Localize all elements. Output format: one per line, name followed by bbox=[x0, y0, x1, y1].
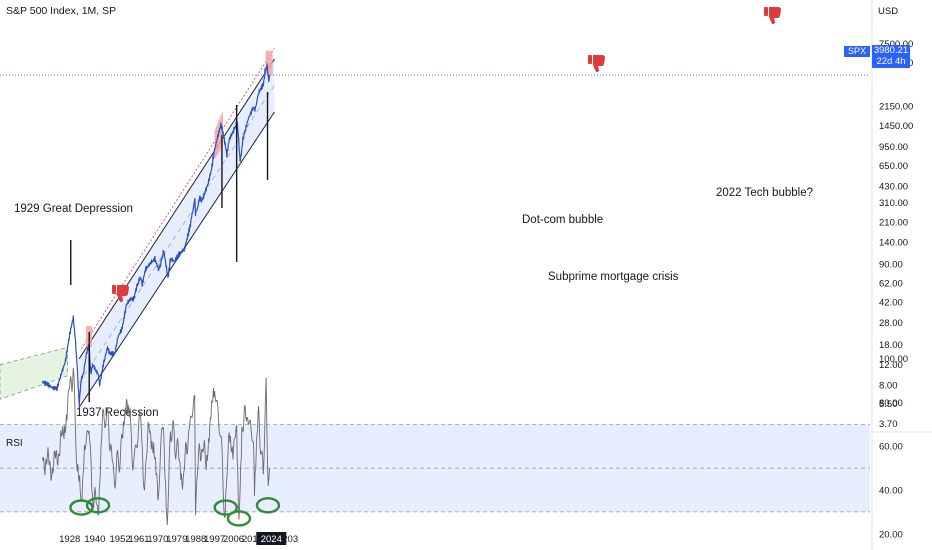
price-tick-label: 42.00 bbox=[879, 298, 903, 309]
price-tick-label: 950.00 bbox=[879, 142, 908, 153]
rsi-tick-label: 100.00 bbox=[879, 354, 908, 365]
annotation-dotcom-label: Dot-com bubble bbox=[522, 214, 603, 226]
annotation-1929-label: 1929 Great Depression bbox=[14, 203, 133, 215]
ticker-badge: SPX bbox=[844, 46, 870, 57]
price-tick-label: 430.00 bbox=[879, 182, 908, 193]
price-tick-label: 18.00 bbox=[879, 340, 903, 351]
rsi-tick-label: 80.00 bbox=[879, 398, 903, 409]
price-tick-label: 90.00 bbox=[879, 260, 903, 271]
price-tick-label: 28.00 bbox=[879, 318, 903, 329]
resistance-dotted-line bbox=[80, 48, 275, 350]
rsi-tick-label: 60.00 bbox=[879, 442, 903, 453]
rsi-series bbox=[41, 367, 271, 526]
price-value: 3980.21 bbox=[873, 45, 909, 56]
circle-icon bbox=[69, 499, 94, 516]
thumbs-down-icon bbox=[112, 285, 129, 302]
circle-icon bbox=[213, 499, 238, 516]
spx-price-series bbox=[41, 63, 271, 407]
price-tick-label: 140.00 bbox=[879, 238, 908, 249]
circle-icon bbox=[226, 510, 252, 527]
price-tick-label: 62.00 bbox=[879, 278, 903, 289]
price-tick-label: 210.00 bbox=[879, 217, 908, 228]
circle-icon bbox=[255, 497, 281, 514]
regression-channel bbox=[79, 58, 275, 408]
price-tick-label: 1450.00 bbox=[879, 121, 913, 132]
price-axis-unit: USD bbox=[878, 6, 898, 17]
bubble-box-2022 bbox=[265, 50, 273, 75]
price-tick-label: 8.00 bbox=[879, 380, 898, 391]
price-tick-label: 7500.00 bbox=[879, 39, 913, 50]
time-tick-label: 1928 bbox=[59, 534, 80, 545]
channel-upper-line bbox=[78, 58, 275, 360]
thumbs-down-icon bbox=[588, 55, 605, 72]
time-tick-label: 1970 bbox=[147, 534, 168, 545]
time-tick-label: 1940 bbox=[84, 534, 105, 545]
time-tick-label: 1961 bbox=[128, 534, 149, 545]
rsi-tick-label: 20.00 bbox=[879, 529, 903, 540]
annotation-1937-label: 1937 Recession bbox=[76, 407, 158, 419]
circle-icon bbox=[85, 497, 111, 514]
time-tick-label: 1952 bbox=[110, 534, 131, 545]
time-tick-label: 203 bbox=[282, 534, 298, 545]
early-channel bbox=[0, 346, 68, 400]
price-tick-label: 5.50 bbox=[879, 399, 898, 410]
rsi-tick-label: 40.00 bbox=[879, 486, 903, 497]
annotation-2022-label: 2022 Tech bubble? bbox=[716, 187, 813, 199]
price-tick-label: 3.70 bbox=[879, 419, 898, 430]
time-tick-label: 2015 bbox=[242, 534, 263, 545]
bar-countdown: 22d 4h bbox=[876, 55, 906, 67]
time-tick-label: 1988 bbox=[185, 534, 206, 545]
price-tick-label: 12.00 bbox=[879, 360, 903, 371]
time-tick-label: 1997 bbox=[204, 534, 225, 545]
price-badge: 3980.21 22d 4h bbox=[872, 45, 910, 68]
thumbs-down-icon bbox=[764, 7, 781, 24]
rsi-title: RSI bbox=[6, 438, 23, 449]
annotation-subprime-label: Subprime mortgage crisis bbox=[548, 271, 679, 283]
price-tick-label: 2150.00 bbox=[879, 101, 913, 112]
time-tick-label: 2024 bbox=[261, 534, 282, 545]
price-tick-label: 310.00 bbox=[879, 198, 908, 209]
price-tick-label: 650.00 bbox=[879, 161, 908, 172]
time-tick-label: 1979 bbox=[166, 534, 187, 545]
symbol-title[interactable]: S&P 500 Index, 1M, SP bbox=[6, 5, 117, 17]
time-tick-label: 2006 bbox=[223, 534, 244, 545]
current-year-highlight bbox=[256, 532, 287, 545]
